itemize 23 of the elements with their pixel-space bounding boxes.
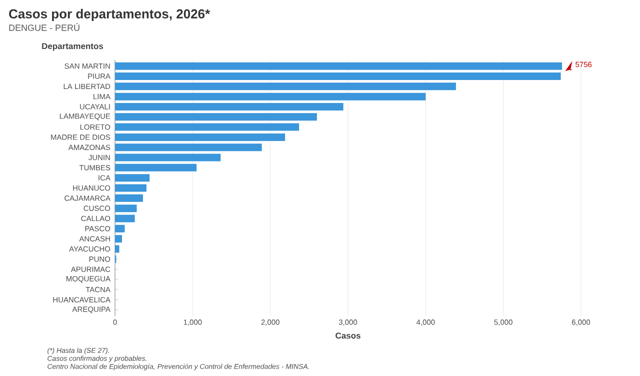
bar: [115, 92, 426, 100]
bar: [115, 164, 197, 172]
bar: [115, 72, 561, 80]
bar: [115, 144, 262, 152]
bar: [115, 154, 221, 162]
bar: [115, 204, 137, 212]
bar: [115, 113, 317, 121]
bar: [115, 62, 562, 70]
bar: [115, 82, 456, 90]
bar: [115, 245, 120, 253]
bar: [115, 133, 286, 141]
bar: [115, 123, 300, 131]
bar: [115, 184, 146, 192]
chart-subtitle: DENGUE - PERÚ: [9, 23, 80, 31]
bar: [115, 214, 135, 222]
bar: [115, 102, 344, 110]
y-axis-title: Departamentos: [42, 43, 104, 51]
bar: [115, 224, 125, 232]
bar: [115, 194, 143, 202]
chart-title: Casos por departamentos, 2026*: [9, 8, 210, 22]
x-axis-title: Casos: [336, 332, 360, 339]
bar: [115, 235, 122, 243]
bar: [115, 174, 150, 182]
